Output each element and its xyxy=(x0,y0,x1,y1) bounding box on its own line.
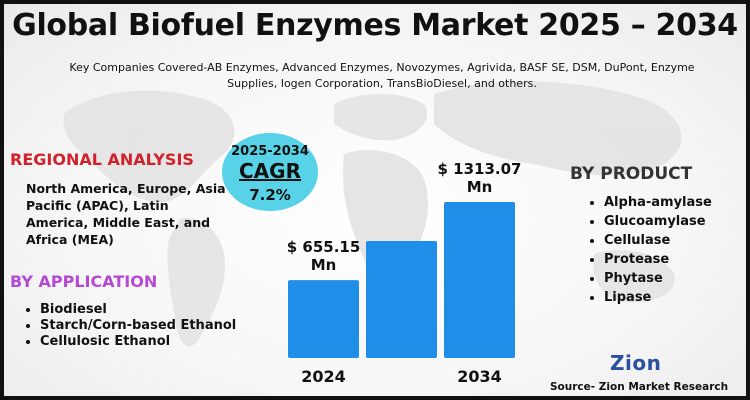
data-label: $ 655.15 xyxy=(287,238,361,256)
by-application-heading: BY APPLICATION xyxy=(10,272,158,291)
zion-logo: Zion xyxy=(610,351,680,379)
bar-2024 xyxy=(288,280,359,358)
logo-text: Zion xyxy=(610,351,662,375)
by-product-heading: BY PRODUCT xyxy=(570,164,693,184)
x-tick-label: 2024 xyxy=(301,367,346,386)
world-map-background xyxy=(63,81,682,347)
list-item: Protease xyxy=(604,250,746,269)
list-item: Alpha-amylase xyxy=(604,193,746,212)
cagr-period: 2025-2034 xyxy=(231,144,309,159)
cagr-value: 7.2% xyxy=(249,186,291,204)
list-item: Phytase xyxy=(604,269,746,288)
regional-analysis-heading: REGIONAL ANALYSIS xyxy=(10,150,194,169)
list-item: Biodiesel xyxy=(40,302,240,318)
product-list: Alpha-amylase Glucoamylase Cellulase Pro… xyxy=(586,193,746,307)
source-text: Source- Zion Market Research xyxy=(550,381,729,393)
application-list: Biodiesel Starch/Corn-based Ethanol Cell… xyxy=(22,302,240,350)
list-item: Glucoamylase xyxy=(604,212,746,231)
page-title: Global Biofuel Enzymes Market 2025 – 203… xyxy=(12,8,738,43)
data-label: $ 1313.07 xyxy=(438,160,522,178)
list-item: Starch/Corn-based Ethanol xyxy=(40,318,240,334)
cagr-bubble: 2025-2034 CAGR 7.2% xyxy=(222,133,318,211)
data-label-unit: Mn xyxy=(467,178,493,196)
data-label-unit: Mn xyxy=(311,256,337,274)
list-item: Lipase xyxy=(604,288,746,307)
regional-analysis-text: North America, Europe, Asia Pacific (APA… xyxy=(26,181,226,247)
cagr-label: CAGR xyxy=(239,159,301,183)
x-tick-label: 2034 xyxy=(457,367,502,386)
bar-mid xyxy=(366,240,437,358)
list-item: Cellulase xyxy=(604,231,746,250)
bar-2034 xyxy=(444,202,515,358)
key-companies-text: Key Companies Covered-AB Enzymes, Advanc… xyxy=(69,61,695,90)
list-item: Cellulosic Ethanol xyxy=(40,334,240,350)
